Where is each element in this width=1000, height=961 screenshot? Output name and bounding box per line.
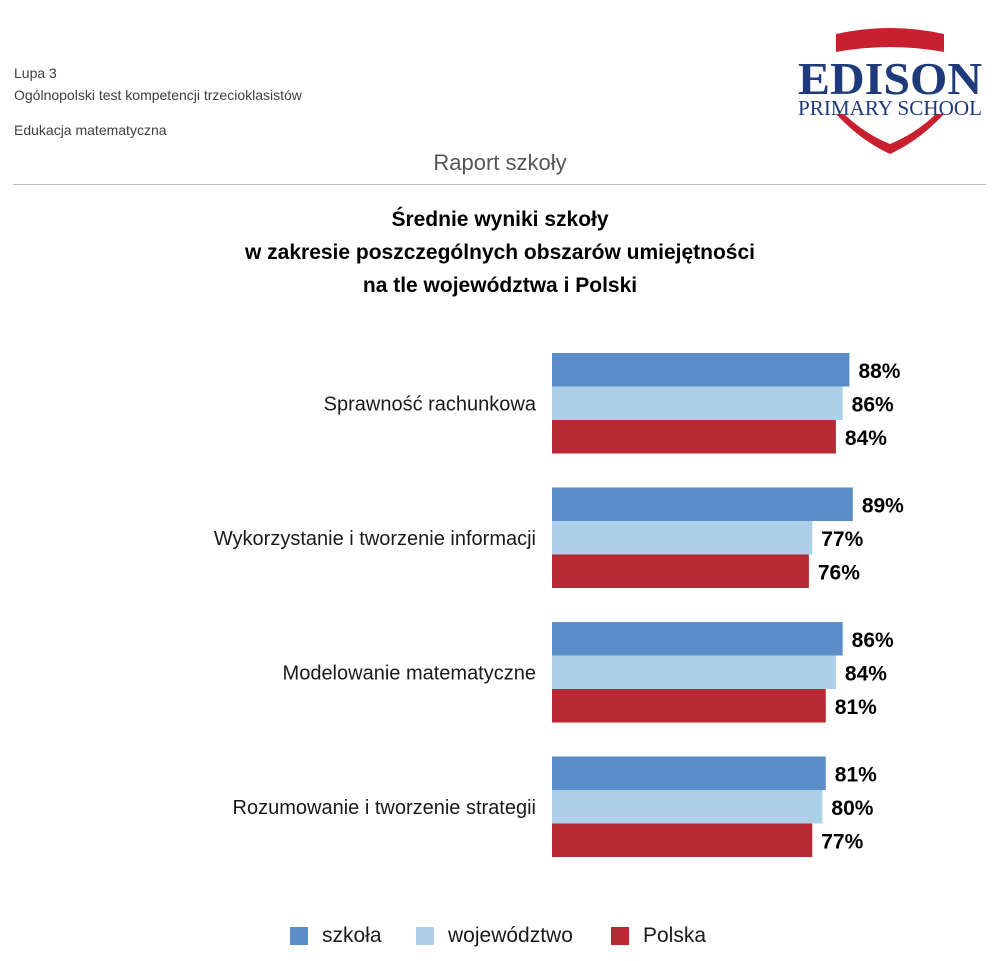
report-title: Raport szkoły: [433, 150, 567, 175]
data-label: 86%: [852, 629, 894, 652]
bar: [552, 655, 836, 689]
data-label: 81%: [835, 696, 877, 719]
legend-swatch: [611, 927, 629, 945]
legend-label: szkoła: [322, 924, 382, 947]
bar: [552, 521, 813, 555]
chart-title-line-2: w zakresie poszczególnych obszarów umiej…: [245, 241, 755, 264]
logo-shield-bottom: [836, 114, 944, 154]
data-label: 88%: [858, 360, 900, 383]
legend-item-wojewodztwo: województwo: [416, 924, 573, 948]
school-logo: EDISON PRIMARY SCHOOL: [798, 28, 982, 154]
bar: [552, 386, 843, 420]
logo-name: EDISON: [798, 53, 982, 104]
data-label: 77%: [821, 528, 863, 551]
chart-title-line-3: na tle województwa i Polski: [362, 274, 638, 297]
header-line-1: Lupa 3: [14, 65, 57, 81]
bar: [552, 823, 813, 857]
legend-item-polska: Polska: [611, 924, 706, 948]
legend-swatch: [290, 927, 308, 945]
bar: [552, 756, 826, 790]
chart-title: Średnie wyniki szkoły w zakresie poszcze…: [0, 203, 1000, 302]
data-label: 80%: [831, 797, 873, 820]
data-label: 89%: [862, 494, 904, 517]
category-label: Sprawność rachunkowa: [324, 393, 537, 415]
data-label: 77%: [821, 830, 863, 853]
data-label: 84%: [845, 427, 887, 450]
header-divider: [13, 184, 986, 185]
data-label: 84%: [845, 662, 887, 685]
legend-label: Polska: [643, 924, 707, 947]
bar: [552, 554, 809, 588]
chart-title-line-1: Średnie wyniki szkoły: [391, 208, 609, 231]
header-line-2: Ogólnopolski test kompetencji trzeciokla…: [14, 87, 302, 103]
data-label: 81%: [835, 763, 877, 786]
legend-label: województwo: [448, 924, 573, 947]
legend-swatch: [416, 927, 434, 945]
category-label: Wykorzystanie i tworzenie informacji: [214, 528, 536, 550]
category-label: Rozumowanie i tworzenie strategii: [233, 797, 536, 819]
bar: [552, 420, 836, 454]
bar: [552, 790, 823, 824]
data-label: 76%: [818, 561, 860, 584]
header-line-3: Edukacja matematyczna: [14, 122, 167, 138]
legend-item-szkola: szkoła: [290, 924, 382, 948]
data-label: 86%: [852, 393, 894, 416]
bar: [552, 622, 843, 656]
bar-chart: Sprawność rachunkowa 88% 86% 84% Wykorzystan…: [214, 353, 904, 857]
bar: [552, 487, 853, 521]
logo-shield-shape: [836, 28, 944, 52]
bar: [552, 353, 850, 387]
bar: [552, 689, 826, 723]
logo-subtitle: PRIMARY SCHOOL: [798, 96, 982, 120]
category-label: Modelowanie matematyczne: [283, 662, 536, 684]
